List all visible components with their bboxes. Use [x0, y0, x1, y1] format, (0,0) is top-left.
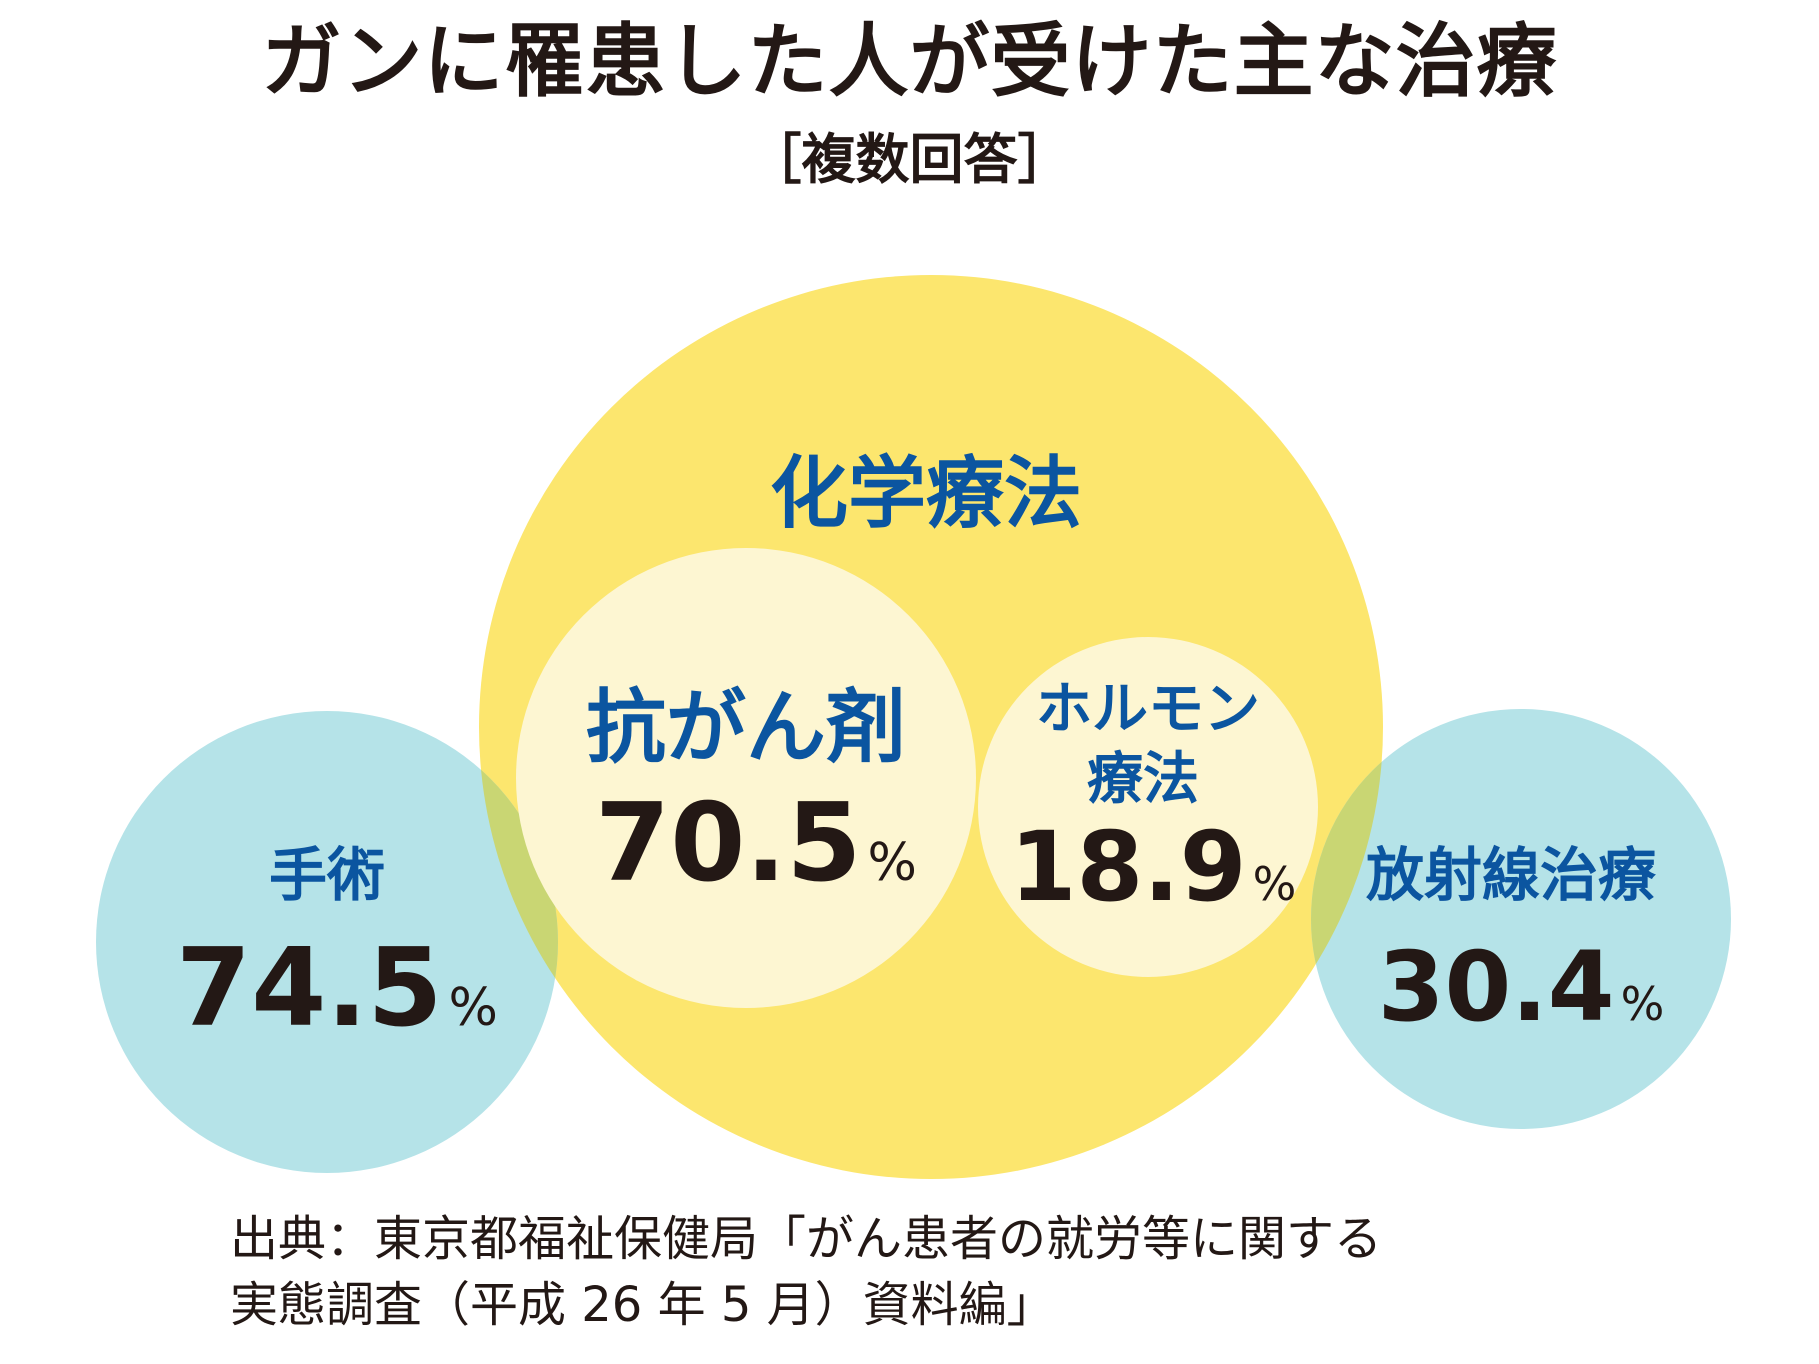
source-line-1: 出典：東京都福祉保健局「がん患者の就労等に関する [230, 1211, 1383, 1267]
radiotherapy-value: 30.4% [1378, 931, 1665, 1043]
anticancer-drug-label: 抗がん剤 [586, 681, 906, 774]
hormone-therapy-label-line2: 療法 [1087, 747, 1199, 812]
radiotherapy-label: 放射線治療 [1366, 841, 1657, 909]
radiotherapy-circle [1311, 709, 1731, 1129]
chart-title: ガンに罹患した人が受けた主な治療 [261, 15, 1558, 108]
anticancer-drug-circle [516, 548, 976, 1008]
chemotherapy-label: 化学療法 [770, 449, 1082, 539]
surgery-value: 74.5% [176, 926, 498, 1051]
surgery-circle [96, 711, 558, 1173]
surgery-label: 手術 [269, 841, 385, 909]
chart-subtitle: ［複数回答］ [747, 128, 1072, 191]
hormone-therapy-label-line1: ホルモン [1036, 677, 1260, 742]
hormone-therapy-circle [978, 637, 1318, 977]
hormone-therapy-value: 18.9% [1010, 811, 1297, 923]
source-line-2: 実態調査（平成 26 年 5 月）資料編」 [230, 1277, 1055, 1333]
source-note: 出典：東京都福祉保健局「がん患者の就労等に関する 実態調査（平成 26 年 5 … [230, 1206, 1382, 1338]
anticancer-drug-value: 70.5% [595, 781, 917, 906]
